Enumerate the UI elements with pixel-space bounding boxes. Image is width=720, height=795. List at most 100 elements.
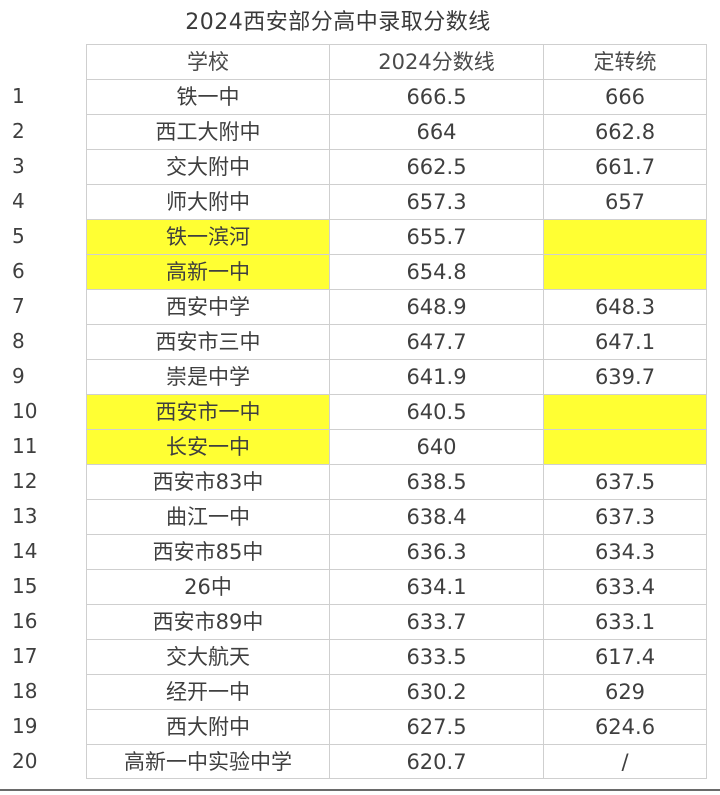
table-row: 6 高新一中 654.8 xyxy=(0,254,720,289)
score-cell: 641.9 xyxy=(329,359,543,394)
row-index: 15 xyxy=(12,574,38,598)
row-index: 17 xyxy=(12,644,38,668)
dingzhuan-cell: / xyxy=(543,744,707,779)
dingzhuan-cell: 637.3 xyxy=(543,499,707,534)
score-cell: 638.4 xyxy=(329,499,543,534)
index-header xyxy=(0,44,86,79)
dingzhuan-column-header: 定转统 xyxy=(543,44,707,79)
score-cell: 633.7 xyxy=(329,604,543,639)
school-cell: 铁一中 xyxy=(86,79,329,114)
table-row: 10 西安市一中 640.5 xyxy=(0,394,720,429)
table-row: 16 西安市89中 633.7 633.1 xyxy=(0,604,720,639)
school-cell: 经开一中 xyxy=(86,674,329,709)
school-cell: 长安一中 xyxy=(86,429,329,464)
table-row: 7 西安中学 648.9 648.3 xyxy=(0,289,720,324)
score-cell: 657.3 xyxy=(329,184,543,219)
school-cell: 师大附中 xyxy=(86,184,329,219)
row-index: 7 xyxy=(12,294,25,318)
table-row: 14 西安市85中 636.3 634.3 xyxy=(0,534,720,569)
school-cell: 交大附中 xyxy=(86,149,329,184)
row-index: 13 xyxy=(12,504,38,528)
score-cell: 638.5 xyxy=(329,464,543,499)
school-cell: 西大附中 xyxy=(86,709,329,744)
score-cell: 662.5 xyxy=(329,149,543,184)
row-index: 6 xyxy=(12,259,25,283)
row-index: 5 xyxy=(12,224,25,248)
school-cell: 交大航天 xyxy=(86,639,329,674)
row-index: 2 xyxy=(12,119,25,143)
score-cell: 647.7 xyxy=(329,324,543,359)
score-cell: 640 xyxy=(329,429,543,464)
school-cell: 西安市85中 xyxy=(86,534,329,569)
table-row: 1 铁一中 666.5 666 xyxy=(0,79,720,114)
score-cell: 627.5 xyxy=(329,709,543,744)
table-row: 9 崇是中学 641.9 639.7 xyxy=(0,359,720,394)
row-index: 20 xyxy=(12,749,38,773)
school-cell: 西安市83中 xyxy=(86,464,329,499)
school-cell: 西安市89中 xyxy=(86,604,329,639)
dingzhuan-cell: 637.5 xyxy=(543,464,707,499)
row-index: 18 xyxy=(12,679,38,703)
row-index: 10 xyxy=(12,399,38,423)
table-row: 15 26中 634.1 633.4 xyxy=(0,569,720,604)
row-index: 12 xyxy=(12,469,38,493)
table-row: 18 经开一中 630.2 629 xyxy=(0,674,720,709)
school-cell: 崇是中学 xyxy=(86,359,329,394)
dingzhuan-cell: 633.1 xyxy=(543,604,707,639)
table-row: 3 交大附中 662.5 661.7 xyxy=(0,149,720,184)
dingzhuan-cell: 624.6 xyxy=(543,709,707,744)
school-cell: 曲江一中 xyxy=(86,499,329,534)
dingzhuan-cell: 661.7 xyxy=(543,149,707,184)
table-row: 12 西安市83中 638.5 637.5 xyxy=(0,464,720,499)
row-index: 19 xyxy=(12,714,38,738)
dingzhuan-cell xyxy=(543,254,707,289)
score-table: 学校 2024分数线 定转统 1 铁一中 666.5 666 2 西工大附中 664 662.… xyxy=(0,44,720,779)
row-index: 1 xyxy=(12,84,25,108)
score-cell: 630.2 xyxy=(329,674,543,709)
school-cell: 高新一中 xyxy=(86,254,329,289)
row-index: 14 xyxy=(12,539,38,563)
dingzhuan-cell: 639.7 xyxy=(543,359,707,394)
school-cell: 西安中学 xyxy=(86,289,329,324)
dingzhuan-cell xyxy=(543,394,707,429)
table-row: 8 西安市三中 647.7 647.1 xyxy=(0,324,720,359)
school-column-header: 学校 xyxy=(86,44,329,79)
table-row: 17 交大航天 633.5 617.4 xyxy=(0,639,720,674)
score-cell: 666.5 xyxy=(329,79,543,114)
school-cell: 西安市三中 xyxy=(86,324,329,359)
row-index: 8 xyxy=(12,329,25,353)
title-text: 2024西安部分高中录取分数线 xyxy=(185,10,491,35)
school-cell: 高新一中实验中学 xyxy=(86,744,329,779)
row-index: 4 xyxy=(12,189,25,213)
school-cell: 西安市一中 xyxy=(86,394,329,429)
score-cell: 634.1 xyxy=(329,569,543,604)
score-cell: 633.5 xyxy=(329,639,543,674)
dingzhuan-cell: 648.3 xyxy=(543,289,707,324)
dingzhuan-cell: 617.4 xyxy=(543,639,707,674)
school-cell: 西工大附中 xyxy=(86,114,329,149)
table-title: 2024西安部分高中录取分数线 xyxy=(0,4,720,36)
row-index: 11 xyxy=(12,434,38,458)
table-row: 19 西大附中 627.5 624.6 xyxy=(0,709,720,744)
table-row: 20 高新一中实验中学 620.7/ xyxy=(0,744,720,779)
table-row: 11 长安一中 640 xyxy=(0,429,720,464)
row-index: 9 xyxy=(12,364,25,388)
table-header-row: 学校 2024分数线 定转统 xyxy=(0,44,720,79)
row-index: 16 xyxy=(12,609,38,633)
school-cell: 铁一滨河 xyxy=(86,219,329,254)
score-cell: 620.7 xyxy=(329,744,543,779)
score-cell: 655.7 xyxy=(329,219,543,254)
score-column-header: 2024分数线 xyxy=(329,44,543,79)
dingzhuan-cell xyxy=(543,219,707,254)
school-cell: 26中 xyxy=(86,569,329,604)
score-cell: 640.5 xyxy=(329,394,543,429)
dingzhuan-cell: 666 xyxy=(543,79,707,114)
dingzhuan-cell: 657 xyxy=(543,184,707,219)
dingzhuan-cell xyxy=(543,429,707,464)
score-cell: 636.3 xyxy=(329,534,543,569)
dingzhuan-cell: 634.3 xyxy=(543,534,707,569)
bottom-divider xyxy=(0,789,720,791)
dingzhuan-cell: 633.4 xyxy=(543,569,707,604)
dingzhuan-cell: 662.8 xyxy=(543,114,707,149)
score-cell: 664 xyxy=(329,114,543,149)
